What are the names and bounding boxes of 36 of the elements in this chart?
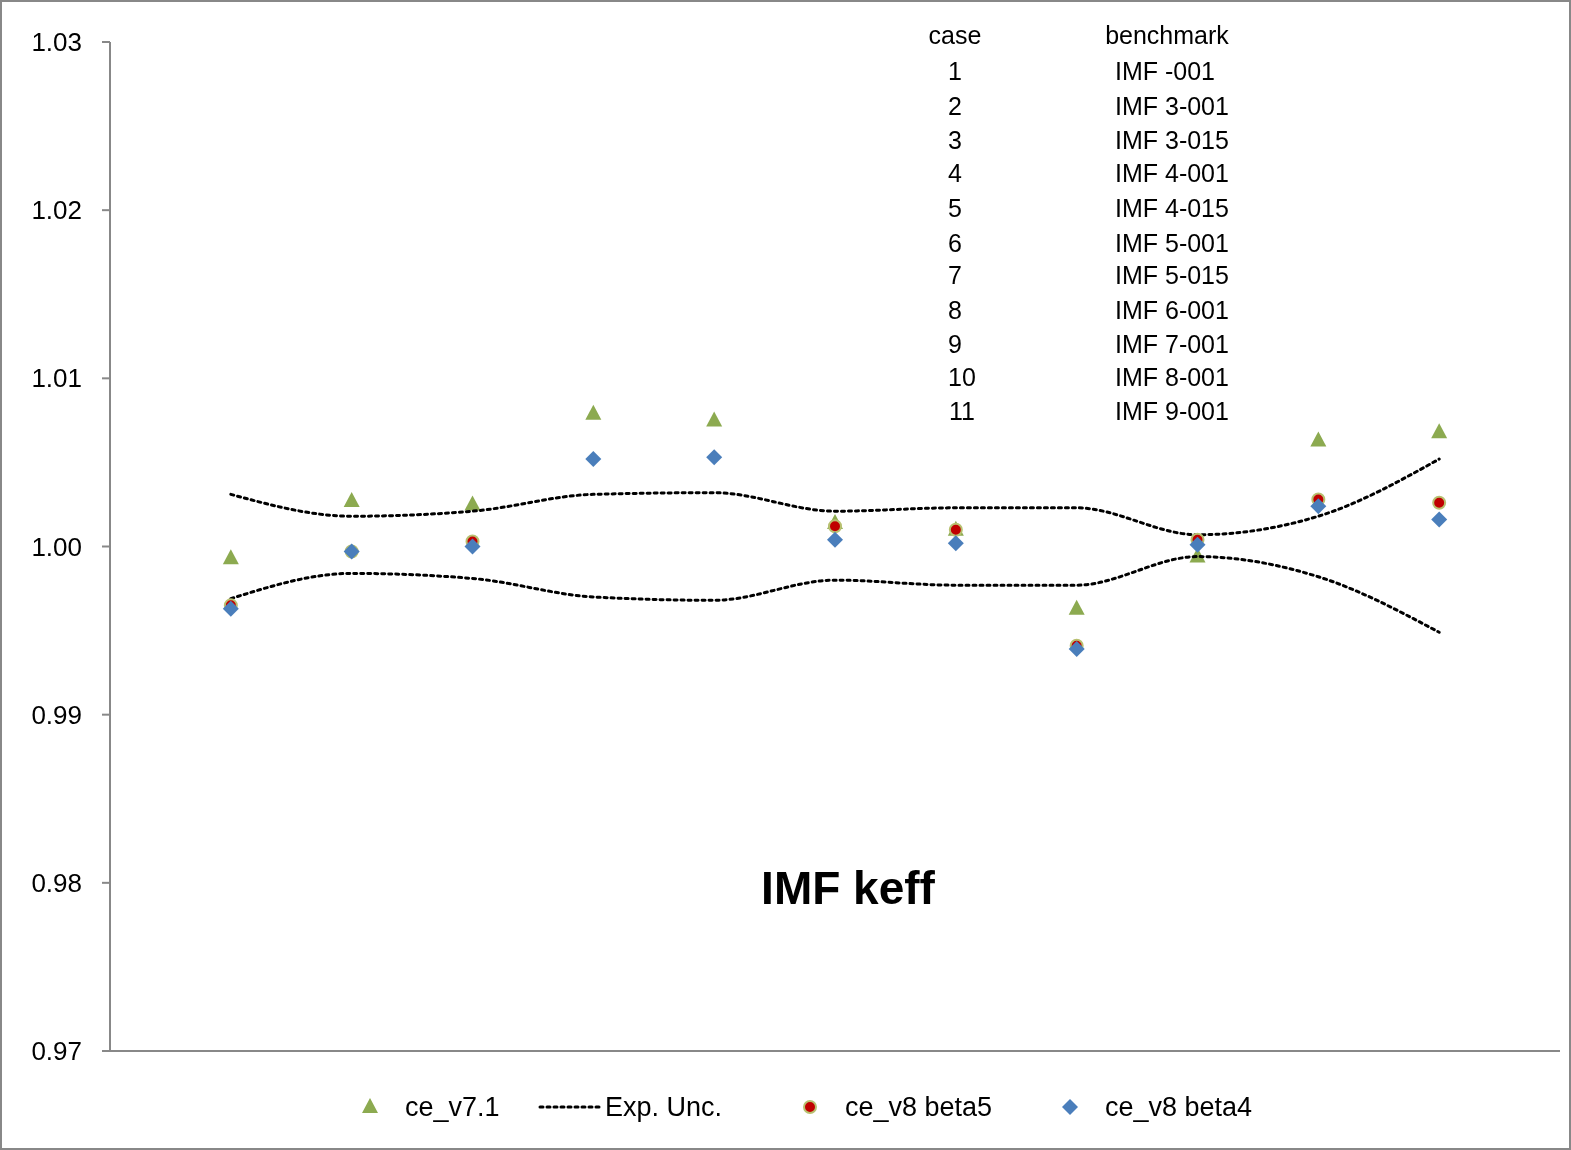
annotation: case (928, 20, 982, 49)
text: IMF keff (761, 862, 936, 915)
annotation: 2 (948, 91, 962, 120)
y-tick-label: 1.03 (31, 27, 82, 58)
annotation: IMF 3-015 (1115, 125, 1229, 154)
y-tick-label: 1.00 (31, 531, 82, 562)
annotation: 5 (948, 193, 962, 222)
annotation: IMF 8-001 (1115, 362, 1229, 391)
annotation: IMF 3-001 (1115, 91, 1229, 120)
annotation: IMF 7-001 (1115, 329, 1229, 358)
annotation: 10 (948, 362, 976, 391)
annotation: IMF -001 (1115, 56, 1216, 85)
annotation: IMF 5-001 (1115, 228, 1229, 257)
annotation: IMF 4-001 (1115, 158, 1229, 187)
annotation: IMF 6-001 (1115, 295, 1229, 324)
annotation: 8 (948, 295, 962, 324)
annotation: benchmark (1105, 20, 1230, 49)
legend-label: ce_v8 beta4 (1105, 1092, 1253, 1123)
annotation: 7 (948, 260, 962, 289)
legend-label: Exp. Unc. (605, 1092, 723, 1123)
annotation: IMF 5-015 (1115, 260, 1229, 289)
y-tick-label: 0.98 (31, 867, 82, 898)
legend-label: ce_v7.1 (405, 1092, 500, 1123)
annotation: 1 (948, 56, 962, 85)
y-tick-label: 0.97 (31, 1036, 82, 1067)
legend-label: ce_v8 beta5 (845, 1092, 993, 1123)
annotation: 6 (948, 228, 962, 257)
annotation: 4 (948, 158, 963, 187)
y-tick-label: 1.01 (31, 363, 82, 394)
y-tick-label: 0.99 (31, 699, 82, 730)
y-tick-label: 1.02 (31, 195, 82, 226)
annotation: IMF 9-001 (1115, 396, 1229, 425)
annotation: 11 (949, 396, 975, 425)
annotation: IMF 4-015 (1115, 193, 1229, 222)
annotation: 3 (948, 125, 962, 154)
annotation: 9 (948, 329, 962, 358)
